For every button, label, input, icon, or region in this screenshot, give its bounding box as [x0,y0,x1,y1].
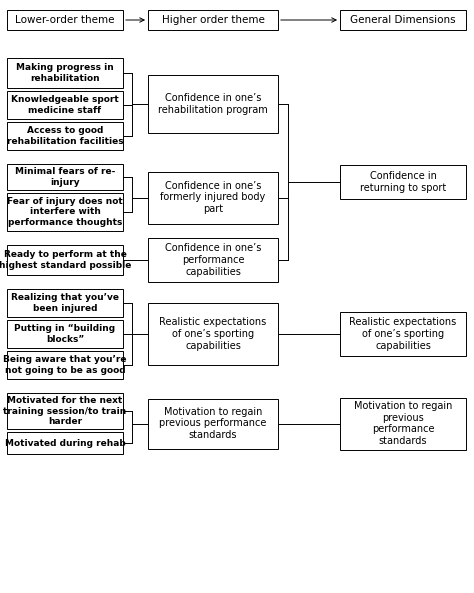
Text: Confidence in one’s
performance
capabilities: Confidence in one’s performance capabili… [165,243,261,276]
FancyBboxPatch shape [340,312,466,356]
FancyBboxPatch shape [7,393,123,429]
Text: Realizing that you’ve
been injured: Realizing that you’ve been injured [11,294,119,313]
FancyBboxPatch shape [7,245,123,275]
Text: Motivation to regain
previous performance
standards: Motivation to regain previous performanc… [159,407,267,440]
FancyBboxPatch shape [7,351,123,379]
FancyBboxPatch shape [7,289,123,317]
FancyBboxPatch shape [7,10,123,30]
Text: Ready to perform at the
highest standard possible: Ready to perform at the highest standard… [0,250,131,270]
FancyBboxPatch shape [7,122,123,150]
FancyBboxPatch shape [7,91,123,119]
Text: General Dimensions: General Dimensions [350,15,456,25]
FancyBboxPatch shape [7,164,123,190]
Text: Motivated for the next
training session/to train
harder: Motivated for the next training session/… [3,396,127,426]
Text: Confidence in one’s
formerly injured body
part: Confidence in one’s formerly injured bod… [160,181,265,214]
Text: Minimal fears of re-
injury: Minimal fears of re- injury [15,167,115,187]
FancyBboxPatch shape [7,193,123,231]
FancyBboxPatch shape [148,398,278,448]
Text: Realistic expectations
of one’s sporting
capabilities: Realistic expectations of one’s sporting… [349,317,456,350]
Text: Realistic expectations
of one’s sporting
capabilities: Realistic expectations of one’s sporting… [159,317,266,350]
FancyBboxPatch shape [340,165,466,199]
Text: Confidence in one’s
rehabilitation program: Confidence in one’s rehabilitation progr… [158,93,268,115]
FancyBboxPatch shape [7,58,123,88]
Text: Higher order theme: Higher order theme [162,15,264,25]
FancyBboxPatch shape [340,10,466,30]
FancyBboxPatch shape [7,320,123,348]
Text: Motivated during rehab: Motivated during rehab [5,438,126,448]
Text: Being aware that you’re
not going to be as good: Being aware that you’re not going to be … [3,355,127,375]
FancyBboxPatch shape [148,75,278,133]
Text: Access to good
rehabilitation facilities: Access to good rehabilitation facilities [7,126,123,146]
FancyBboxPatch shape [148,303,278,365]
FancyBboxPatch shape [7,432,123,454]
FancyBboxPatch shape [340,397,466,449]
Text: Putting in “building
blocks”: Putting in “building blocks” [14,324,116,344]
FancyBboxPatch shape [148,171,278,224]
FancyBboxPatch shape [148,10,278,30]
Text: Knowledgeable sport
medicine staff: Knowledgeable sport medicine staff [11,95,119,114]
Text: Fear of injury does not
interfere with
performance thoughts: Fear of injury does not interfere with p… [7,197,123,227]
FancyBboxPatch shape [148,238,278,282]
Text: Lower-order theme: Lower-order theme [15,15,115,25]
Text: Confidence in
returning to sport: Confidence in returning to sport [360,171,446,193]
Text: Motivation to regain
previous
performance
standards: Motivation to regain previous performanc… [354,401,452,446]
Text: Making progress in
rehabilitation: Making progress in rehabilitation [16,63,114,82]
